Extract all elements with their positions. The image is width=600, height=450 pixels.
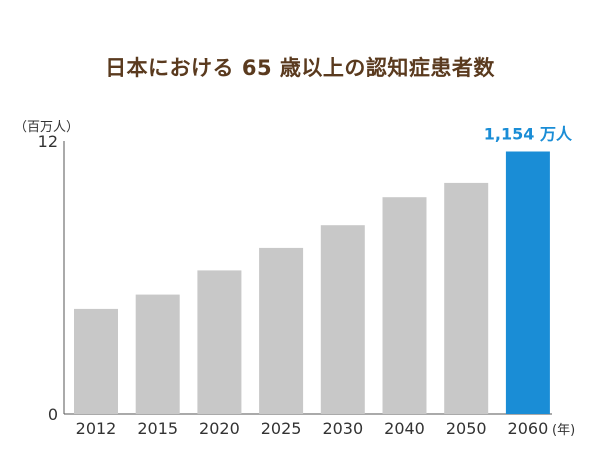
x-tick-2030: 2030 bbox=[322, 419, 363, 438]
y-tick-0: 0 bbox=[48, 405, 58, 424]
x-tick-2020: 2020 bbox=[199, 419, 240, 438]
bar-2012 bbox=[74, 308, 118, 414]
y-tick-12: 12 bbox=[38, 132, 58, 151]
bar-2030 bbox=[320, 225, 365, 414]
x-tick-2012: 2012 bbox=[76, 419, 117, 438]
bar-2040 bbox=[382, 197, 427, 414]
x-tick-2025: 2025 bbox=[261, 419, 302, 438]
bar-2060 bbox=[505, 151, 550, 414]
x-tick-2060: 2060 bbox=[508, 419, 549, 438]
x-axis-unit: (年) bbox=[552, 423, 575, 438]
highlight-value-label: 1,154 万人 bbox=[484, 125, 573, 144]
bar-2025 bbox=[259, 247, 304, 414]
bar-2020 bbox=[197, 270, 242, 414]
x-tick-2015: 2015 bbox=[137, 419, 178, 438]
bar-2050 bbox=[444, 182, 489, 414]
y-axis-unit: （百万人） bbox=[14, 120, 79, 135]
x-tick-2040: 2040 bbox=[384, 419, 425, 438]
bar-2015 bbox=[135, 294, 180, 414]
chart-title: 日本における 65 歳以上の認知症患者数 bbox=[105, 56, 495, 80]
x-tick-2050: 2050 bbox=[446, 419, 487, 438]
